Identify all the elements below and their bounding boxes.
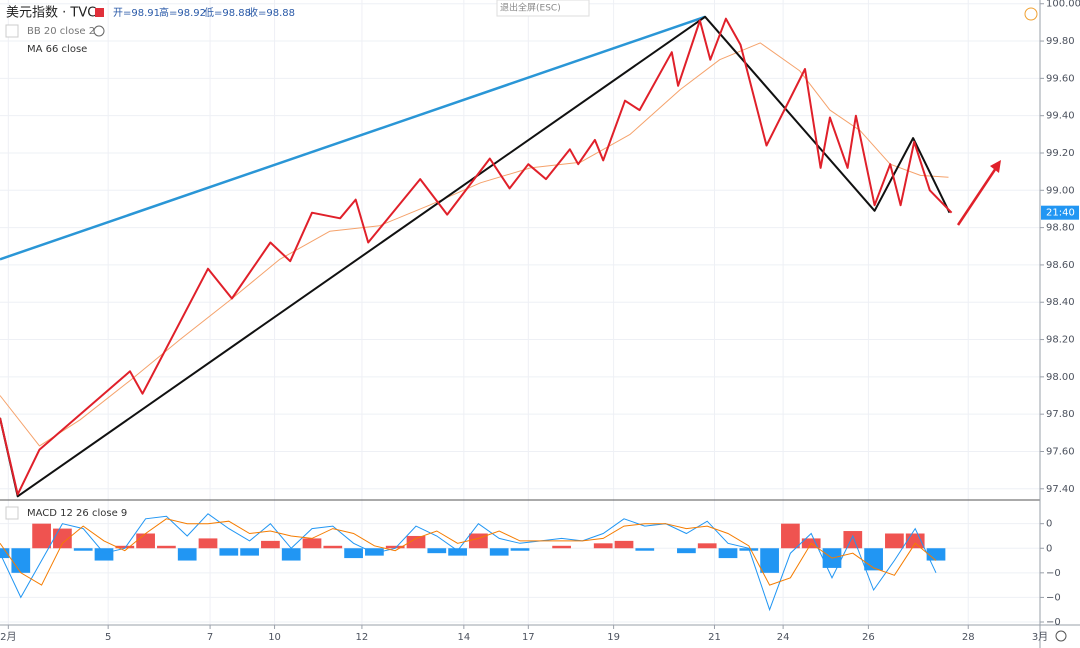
arrow	[956, 167, 998, 226]
histogram-bar	[365, 548, 384, 556]
y-tick-label: 97.40	[1046, 484, 1075, 495]
plot-area	[0, 15, 953, 612]
histogram-bar	[73, 548, 93, 551]
histogram-bar	[427, 548, 447, 554]
histogram-bar	[261, 540, 280, 549]
histogram-bar	[0, 548, 10, 559]
price-tag-label: 21:40	[1046, 208, 1075, 219]
histogram-bar	[177, 548, 197, 561]
grid	[0, 0, 1041, 625]
ohlc: 收=98.88	[248, 6, 295, 19]
y-tick-label: 98.20	[1046, 335, 1075, 346]
histogram-bar	[385, 545, 405, 549]
x-tick-label: 7	[207, 632, 213, 643]
histogram-bar	[219, 548, 239, 556]
eye-icon[interactable]	[93, 25, 105, 37]
histogram-bar	[11, 548, 31, 573]
y-tick-label: 99.40	[1046, 111, 1075, 122]
x-tick-label: 12	[356, 632, 369, 643]
y-tick-label: 97.60	[1046, 446, 1075, 457]
y-tick-label: 99.20	[1046, 148, 1075, 159]
x-tick-label: 3月	[1032, 631, 1048, 643]
histogram-bar	[302, 538, 322, 549]
x-tick-label: 5	[105, 632, 111, 643]
y-tick-label: 0	[1046, 543, 1052, 554]
y-tick-label: 98.80	[1046, 223, 1075, 234]
histogram-bar	[926, 548, 946, 561]
x-tick-label: 24	[777, 632, 790, 643]
histogram-bar	[115, 545, 135, 549]
exit-label[interactable]: 退出全屏(ESC)	[500, 2, 561, 14]
histogram-bar	[240, 548, 259, 556]
histogram-bar	[136, 533, 155, 549]
x-tick-label: 10	[268, 632, 281, 643]
histogram-bar	[552, 545, 571, 549]
x-tick-label: 28	[962, 632, 975, 643]
ohlc: 开=98.91	[113, 8, 160, 19]
histogram-bar	[697, 543, 717, 549]
series-line	[0, 15, 706, 261]
y-tick-label: 0	[1046, 519, 1052, 530]
y-tick-label: 97.80	[1046, 409, 1075, 420]
histogram-bar	[157, 545, 176, 549]
settings-icon[interactable]	[1055, 630, 1067, 642]
histogram-bar	[593, 543, 613, 549]
ohlc: 低=98.88	[204, 6, 251, 19]
y-tick-label: 98.40	[1046, 297, 1075, 308]
histogram-bar	[510, 548, 530, 551]
histogram-bar	[489, 548, 509, 556]
histogram-bar	[677, 548, 696, 554]
indicator-label: BB 20 close 2	[27, 26, 95, 37]
histogram-bar	[94, 548, 114, 561]
y-tick-label: 99.00	[1046, 185, 1075, 196]
histogram-bar	[323, 545, 343, 549]
histogram-bar	[53, 528, 72, 549]
icon	[95, 8, 104, 17]
indicator-label: MA 66 close	[27, 44, 87, 55]
macd-line	[0, 518, 937, 586]
collapse[interactable]	[5, 506, 19, 520]
collapse[interactable]	[5, 24, 19, 38]
histogram-bar	[718, 548, 738, 559]
y-tick-label: −0	[1046, 617, 1061, 628]
histogram-bar	[448, 548, 467, 556]
symbol: 美元指数 · TVC	[6, 6, 96, 21]
alert-icon[interactable]	[1024, 7, 1038, 21]
series-line	[0, 42, 949, 447]
histogram-bar	[905, 533, 925, 549]
exit-button[interactable]	[496, 0, 590, 17]
y-tick-label: 98.00	[1046, 372, 1075, 383]
series-line	[0, 17, 953, 496]
y-tick-label: 98.60	[1046, 260, 1075, 271]
histogram-bar	[344, 548, 363, 559]
x-tick-label: 26	[862, 632, 875, 643]
x-tick-label: 14	[457, 632, 470, 643]
histogram-bar	[885, 533, 904, 549]
histogram-bar	[781, 523, 800, 549]
series-line	[0, 15, 951, 498]
y-tick-label: 99.60	[1046, 73, 1075, 84]
ohlc: 高=98.92	[159, 6, 206, 19]
histogram-bar	[614, 540, 634, 549]
histogram-bar	[760, 548, 779, 573]
y-tick-label: −0	[1046, 568, 1061, 579]
histogram-bar	[864, 548, 883, 571]
histogram-bar	[32, 523, 51, 549]
histogram-bar	[635, 548, 655, 551]
x-tick-label: 2月	[0, 631, 16, 643]
y-tick-label: −0	[1046, 592, 1061, 603]
x-tick-label: 21	[708, 632, 721, 643]
histogram-bar	[843, 531, 863, 549]
arrow-head	[990, 160, 1001, 173]
histogram-bar	[281, 548, 301, 561]
histogram-bar	[198, 538, 218, 549]
histogram-bar	[406, 535, 426, 549]
price-tag	[1041, 205, 1079, 220]
x-tick-label: 17	[522, 632, 535, 643]
macd-title: MACD 12 26 close 9	[27, 508, 127, 519]
x-tick-label: 19	[607, 632, 620, 643]
y-tick-label: 100.00	[1046, 0, 1080, 10]
y-tick-label: 99.80	[1046, 36, 1075, 47]
